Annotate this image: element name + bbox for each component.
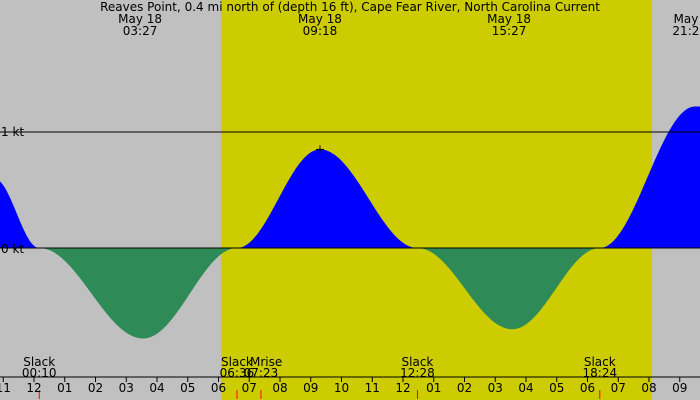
x-tick-label: 02 (88, 381, 103, 395)
x-tick-label: 07 (242, 381, 257, 395)
x-tick-label: 06 (211, 381, 226, 395)
event-label: Slack (584, 355, 616, 369)
top-label-time: 09:18 (303, 24, 338, 38)
top-label-date: May 18 (487, 12, 531, 26)
x-tick-label: 05 (180, 381, 195, 395)
x-tick-label: 03 (119, 381, 134, 395)
event-time: 00:10 (22, 366, 57, 380)
x-tick-label: 12 (26, 381, 41, 395)
x-tick-label: 11 (0, 381, 11, 395)
flood-current-area (0, 106, 700, 248)
x-tick-label: 04 (149, 381, 164, 395)
y-tick-label-1kt: 1 kt (1, 125, 24, 139)
x-tick-label: 01 (57, 381, 72, 395)
event-label: Mrise (250, 355, 282, 369)
event-label: Slack (402, 355, 434, 369)
x-tick-label: 02 (457, 381, 472, 395)
x-tick-label: 01 (426, 381, 441, 395)
top-label-date: May 18 (298, 12, 342, 26)
top-label-time: 21:2 (672, 24, 699, 38)
x-tick-label: 05 (549, 381, 564, 395)
x-tick-label: 11 (365, 381, 380, 395)
event-time: 12:28 (400, 366, 435, 380)
max-current-marker (315, 145, 324, 154)
x-tick-label: 09 (303, 381, 318, 395)
top-label-time: 03:27 (123, 24, 158, 38)
x-tick-label: 04 (518, 381, 533, 395)
top-label-time: 15:27 (492, 24, 527, 38)
x-tick-label: 12 (395, 381, 410, 395)
x-tick-label: 03 (488, 381, 503, 395)
event-label: Slack (23, 355, 55, 369)
chart-title: Reaves Point, 0.4 mi north of (depth 16 … (100, 0, 600, 14)
x-tick-label: 07 (611, 381, 626, 395)
x-axis-ticks (2, 377, 681, 382)
x-tick-label: 09 (672, 381, 687, 395)
y-tick-label-0kt: 0 kt (1, 242, 24, 256)
event-label: Slack (221, 355, 253, 369)
x-tick-label: 06 (580, 381, 595, 395)
x-axis-labels: 11 12 01 02 03 04 05 06 07 08 09 10 11 12 01 02 03 04 05 06… (0, 381, 687, 395)
top-label-date: May (673, 12, 698, 26)
ebb-current-area (0, 248, 700, 339)
x-tick-label: 08 (272, 381, 287, 395)
x-tick-label: 10 (334, 381, 349, 395)
x-tick-label: 08 (641, 381, 656, 395)
top-label-date: May 18 (118, 12, 162, 26)
